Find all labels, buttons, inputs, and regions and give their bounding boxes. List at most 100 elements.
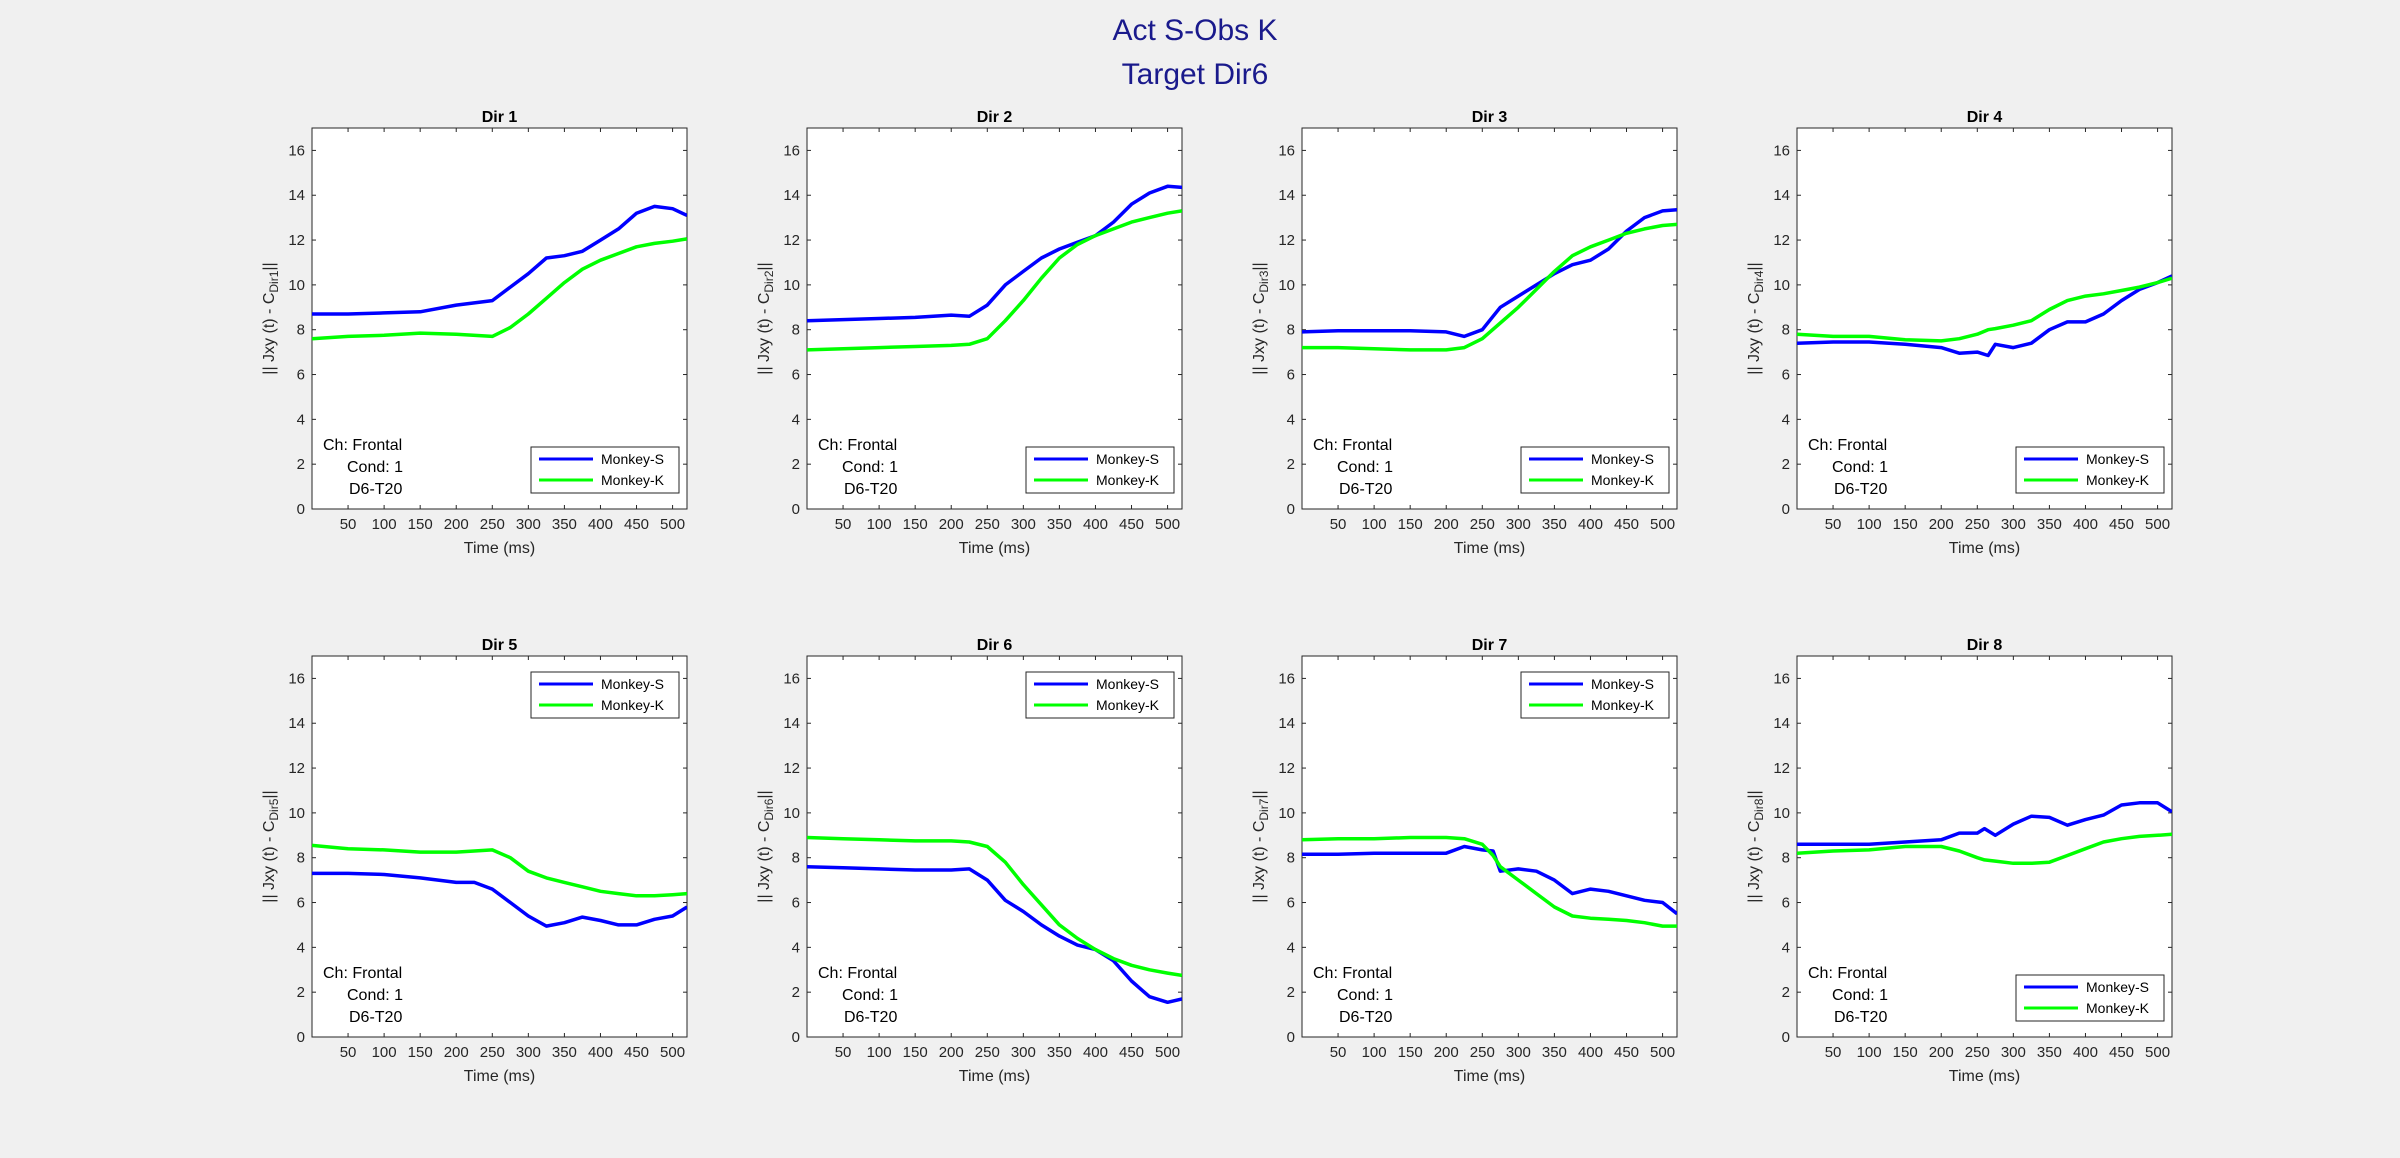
x-tick-label: 150 xyxy=(408,516,433,533)
y-axis-label-subscript: Dir8 xyxy=(1752,798,1766,820)
y-tick-label: 6 xyxy=(1782,367,1790,384)
annotation-condition: Cond: 1 xyxy=(1337,459,1393,476)
legend: Monkey-S Monkey-K xyxy=(1025,671,1175,719)
x-tick-label: 100 xyxy=(867,1044,892,1061)
y-tick-label: 2 xyxy=(792,984,800,1001)
x-tick-label: 250 xyxy=(975,516,1000,533)
y-tick-label: 12 xyxy=(1278,760,1295,777)
y-tick-label: 2 xyxy=(1782,456,1790,473)
legend-label: Monkey-S xyxy=(601,451,664,467)
x-tick-label: 400 xyxy=(1578,1044,1603,1061)
y-axis-label-main: || Jxy (t) - C xyxy=(756,293,773,375)
x-tick-label: 300 xyxy=(516,516,541,533)
x-tick-label: 250 xyxy=(480,1044,505,1061)
y-tick-label: 10 xyxy=(1773,277,1790,294)
annotation-condition: Cond: 1 xyxy=(842,987,898,1004)
subplot-2: 0 2 4 6 8 10 12 14 16 50 100 150 200 250 300 350 400 450 5… xyxy=(756,109,1183,557)
x-tick-label: 50 xyxy=(1825,1044,1842,1061)
y-axis-label-main: || Jxy (t) - C xyxy=(1251,293,1268,375)
subplot-3: 0 2 4 6 8 10 12 14 16 50 100 150 200 250 300 350 400 450 5… xyxy=(1251,109,1678,557)
annotation-channel: Ch: Frontal xyxy=(1808,437,1887,454)
y-axis-label-subscript: Dir4 xyxy=(1752,270,1766,292)
x-tick-label: 500 xyxy=(660,516,685,533)
legend-box xyxy=(2015,446,2165,494)
y-axis-label-end: || xyxy=(1746,262,1763,270)
legend: Monkey-S Monkey-K xyxy=(530,446,680,494)
x-tick-label: 400 xyxy=(588,516,613,533)
x-tick-label: 50 xyxy=(1330,1044,1347,1061)
y-tick-label: 12 xyxy=(1773,760,1790,777)
x-tick-label: 500 xyxy=(1650,1044,1675,1061)
annotation-condition: Cond: 1 xyxy=(842,459,898,476)
y-tick-label: 8 xyxy=(1782,850,1790,867)
x-tick-label: 200 xyxy=(444,1044,469,1061)
x-tick-label: 200 xyxy=(1929,516,1954,533)
annotation-trial: D6-T20 xyxy=(844,1009,897,1026)
y-tick-label: 10 xyxy=(288,277,305,294)
x-tick-label: 450 xyxy=(1614,1044,1639,1061)
x-tick-label: 100 xyxy=(372,516,397,533)
x-tick-label: 350 xyxy=(552,1044,577,1061)
y-tick-label: 0 xyxy=(1287,501,1295,518)
annotation-trial: D6-T20 xyxy=(844,481,897,498)
series-line-monkey-k xyxy=(1797,832,2172,866)
plot-area xyxy=(1301,655,1678,1038)
y-axis-label: || Jxy (t) - CDir3|| xyxy=(1251,262,1271,374)
subplot-title: Dir 3 xyxy=(1472,109,1508,126)
x-tick-label: 350 xyxy=(2037,516,2062,533)
y-tick-label: 16 xyxy=(783,670,800,687)
x-tick-label: 150 xyxy=(1398,516,1423,533)
legend-label: Monkey-K xyxy=(2086,472,2150,488)
y-axis-label-end: || xyxy=(756,790,773,798)
y-tick-label: 2 xyxy=(297,984,305,1001)
x-tick-label: 500 xyxy=(1155,1044,1180,1061)
y-tick-label: 12 xyxy=(288,760,305,777)
y-tick-label: 2 xyxy=(792,456,800,473)
y-tick-label: 14 xyxy=(1278,715,1295,732)
x-tick-label: 300 xyxy=(1506,516,1531,533)
legend-box xyxy=(530,446,680,494)
y-tick-label: 2 xyxy=(1287,984,1295,1001)
x-tick-label: 300 xyxy=(1011,1044,1036,1061)
x-tick-label: 150 xyxy=(903,516,928,533)
x-tick-label: 350 xyxy=(1047,1044,1072,1061)
y-tick-label: 4 xyxy=(297,411,305,428)
legend: Monkey-S Monkey-K xyxy=(530,671,680,719)
x-tick-label: 50 xyxy=(835,516,852,533)
legend-label: Monkey-K xyxy=(2086,1000,2150,1016)
y-tick-label: 12 xyxy=(783,232,800,249)
x-tick-label: 250 xyxy=(1470,1044,1495,1061)
y-tick-label: 16 xyxy=(783,142,800,159)
y-tick-label: 12 xyxy=(1278,232,1295,249)
y-tick-label: 6 xyxy=(297,367,305,384)
x-tick-label: 200 xyxy=(1929,1044,1954,1061)
x-tick-label: 50 xyxy=(835,1044,852,1061)
x-tick-label: 450 xyxy=(624,1044,649,1061)
subplot-title: Dir 4 xyxy=(1967,109,2003,126)
series-line-monkey-s xyxy=(807,184,1182,323)
y-tick-label: 8 xyxy=(297,322,305,339)
y-axis-label-subscript: Dir7 xyxy=(1257,798,1271,820)
y-tick-label: 4 xyxy=(1782,939,1790,956)
y-tick-label: 6 xyxy=(297,895,305,912)
x-axis-label: Time (ms) xyxy=(1454,1068,1525,1085)
y-tick-label: 10 xyxy=(1773,805,1790,822)
figure-title: Act S-Obs K xyxy=(1112,14,1277,47)
legend-label: Monkey-K xyxy=(1591,697,1655,713)
subplot-title: Dir 7 xyxy=(1472,637,1508,654)
x-tick-label: 250 xyxy=(480,516,505,533)
annotation-channel: Ch: Frontal xyxy=(1313,965,1392,982)
y-tick-label: 8 xyxy=(297,850,305,867)
legend: Monkey-S Monkey-K xyxy=(1520,671,1670,719)
x-tick-label: 300 xyxy=(1011,516,1036,533)
x-tick-label: 450 xyxy=(2109,1044,2134,1061)
series-line-monkey-s xyxy=(1797,274,2172,358)
y-tick-label: 16 xyxy=(288,670,305,687)
x-tick-label: 100 xyxy=(1857,1044,1882,1061)
subplot-5: 0 2 4 6 8 10 12 14 16 50 100 150 200 250 300 350 400 450 5… xyxy=(261,637,688,1085)
y-tick-label: 6 xyxy=(1287,895,1295,912)
y-tick-label: 8 xyxy=(1782,322,1790,339)
y-tick-label: 10 xyxy=(1278,805,1295,822)
x-tick-label: 500 xyxy=(660,1044,685,1061)
